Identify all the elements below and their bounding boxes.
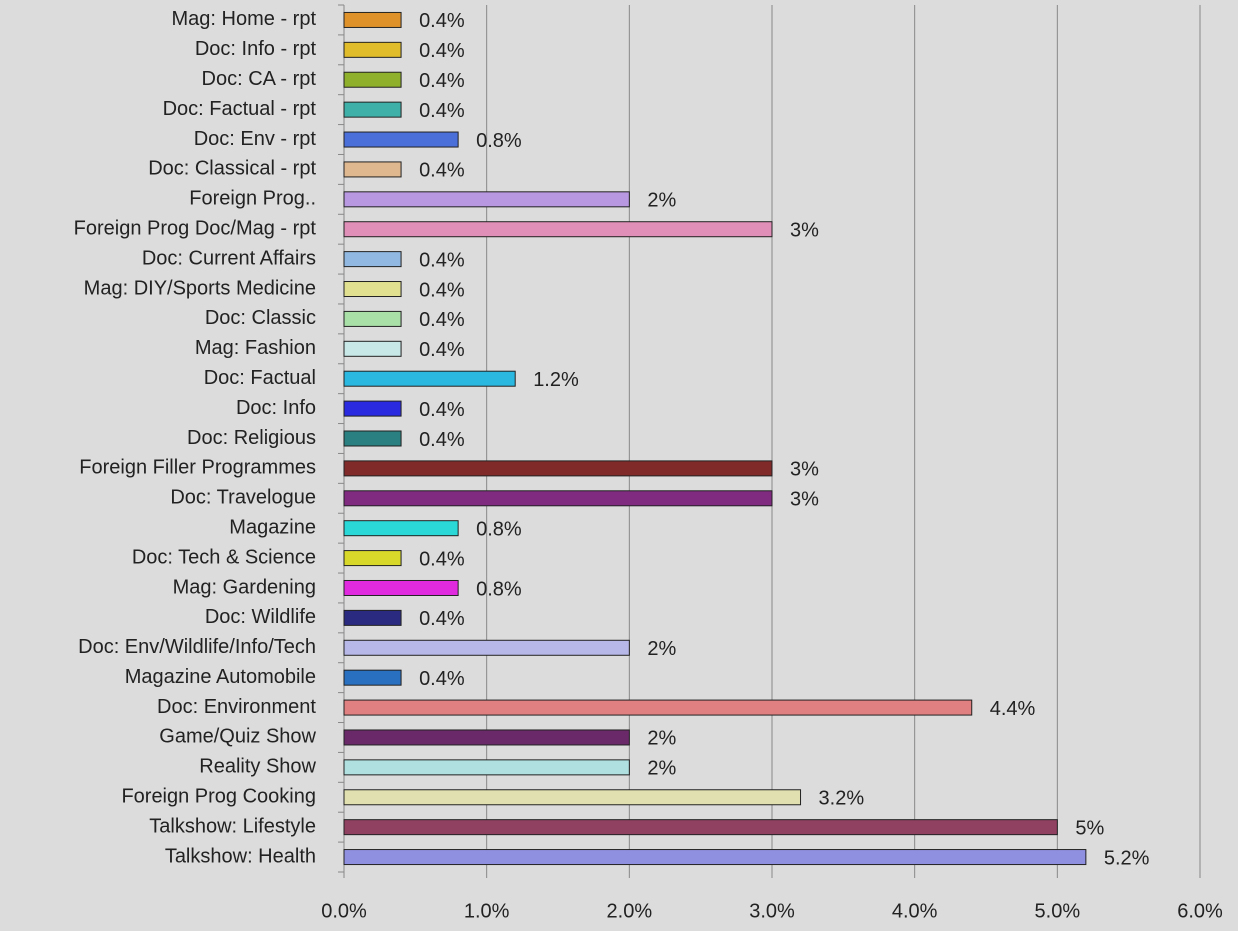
value-label: 0.4% [419, 309, 465, 331]
x-tick-label: 6.0% [1177, 900, 1223, 922]
bar [343, 609, 402, 626]
y-tick-label: Doc: Info [236, 397, 316, 419]
y-tick-label: Doc: Travelogue [170, 487, 316, 509]
bar [343, 370, 516, 387]
bar [343, 221, 773, 238]
value-label: 0.4% [419, 160, 465, 182]
y-tick-label: Mag: Home - rpt [172, 8, 317, 30]
value-label: 0.4% [419, 279, 465, 301]
value-label: 0.4% [419, 608, 465, 630]
value-label: 0.8% [476, 578, 522, 600]
value-label: 3% [790, 220, 819, 242]
y-tick-label: Doc: Info - rpt [195, 38, 317, 60]
y-tick-label: Mag: Gardening [173, 576, 316, 598]
y-tick-label: Doc: Tech & Science [132, 546, 316, 568]
bar [343, 161, 402, 178]
y-tick-label: Doc: Env/Wildlife/Info/Tech [78, 636, 316, 658]
value-label: 2% [647, 638, 676, 660]
y-tick-label: Talkshow: Lifestyle [149, 815, 316, 837]
y-tick-label: Reality Show [199, 756, 316, 778]
value-label: 2% [647, 728, 676, 750]
y-tick-label: Doc: Env - rpt [194, 128, 317, 150]
x-tick-label: 0.0% [321, 900, 367, 922]
bar [343, 460, 773, 477]
value-label: 3% [790, 459, 819, 481]
value-label: 0.4% [419, 548, 465, 570]
y-tick-label: Doc: Religious [187, 427, 316, 449]
bar [343, 11, 402, 28]
y-tick-label: Doc: Wildlife [205, 606, 316, 628]
bar [343, 490, 773, 507]
value-label: 5% [1075, 817, 1104, 839]
x-tick-label: 5.0% [1035, 900, 1081, 922]
y-tick-label: Foreign Prog.. [189, 188, 316, 210]
value-label: 0.8% [476, 130, 522, 152]
y-tick-label: Doc: Current Affairs [142, 247, 316, 269]
value-label: 0.4% [419, 429, 465, 451]
bar [343, 101, 402, 118]
bar [343, 520, 459, 537]
bar [343, 729, 630, 746]
y-tick-label: Foreign Filler Programmes [79, 457, 316, 479]
value-label: 0.8% [476, 518, 522, 540]
value-label: 2% [647, 758, 676, 780]
y-tick-label: Game/Quiz Show [159, 726, 316, 748]
x-tick-label: 1.0% [464, 900, 510, 922]
x-tick-label: 3.0% [749, 900, 795, 922]
bar [343, 699, 973, 716]
y-tick-label: Doc: Factual [204, 367, 316, 389]
y-tick-label: Doc: Classic [205, 307, 316, 329]
bar [343, 281, 402, 298]
value-label: 0.4% [419, 668, 465, 690]
y-tick-label: Magazine Automobile [125, 666, 316, 688]
bar [343, 669, 402, 686]
y-tick-label: Foreign Prog Cooking [121, 786, 316, 808]
bar [343, 550, 402, 567]
value-label: 0.4% [419, 399, 465, 421]
bar [343, 759, 630, 776]
y-tick-label: Mag: DIY/Sports Medicine [84, 277, 316, 299]
value-label: 0.4% [419, 339, 465, 361]
y-tick-label: Foreign Prog Doc/Mag - rpt [74, 218, 317, 240]
x-tick-label: 4.0% [892, 900, 938, 922]
y-tick-label: Doc: Factual - rpt [163, 98, 317, 120]
value-label: 2% [647, 190, 676, 212]
bar [343, 131, 459, 148]
bar [343, 849, 1087, 866]
value-label: 3.2% [819, 788, 865, 810]
bar [343, 310, 402, 327]
bar [343, 251, 402, 268]
value-label: 0.4% [419, 10, 465, 32]
value-label: 0.4% [419, 100, 465, 122]
y-tick-label: Doc: CA - rpt [202, 68, 317, 90]
value-label: 1.2% [533, 369, 579, 391]
y-tick-label: Mag: Fashion [195, 337, 316, 359]
y-tick-label: Doc: Environment [157, 696, 316, 718]
value-label: 5.2% [1104, 847, 1150, 869]
bar [343, 340, 402, 357]
bar [343, 430, 402, 447]
value-label: 4.4% [990, 698, 1036, 720]
y-tick-label: Magazine [229, 516, 316, 538]
bar [343, 191, 630, 208]
y-tick-label: Doc: Classical - rpt [148, 158, 316, 180]
value-label: 0.4% [419, 40, 465, 62]
value-label: 3% [790, 489, 819, 511]
bar [343, 41, 402, 58]
bar [343, 819, 1058, 836]
value-label: 0.4% [419, 249, 465, 271]
value-label: 0.4% [419, 70, 465, 92]
x-tick-label: 2.0% [607, 900, 653, 922]
bar [343, 789, 802, 806]
bar [343, 71, 402, 88]
bar [343, 639, 630, 656]
y-tick-label: Talkshow: Health [165, 845, 316, 867]
bar [343, 400, 402, 417]
bar [343, 579, 459, 596]
